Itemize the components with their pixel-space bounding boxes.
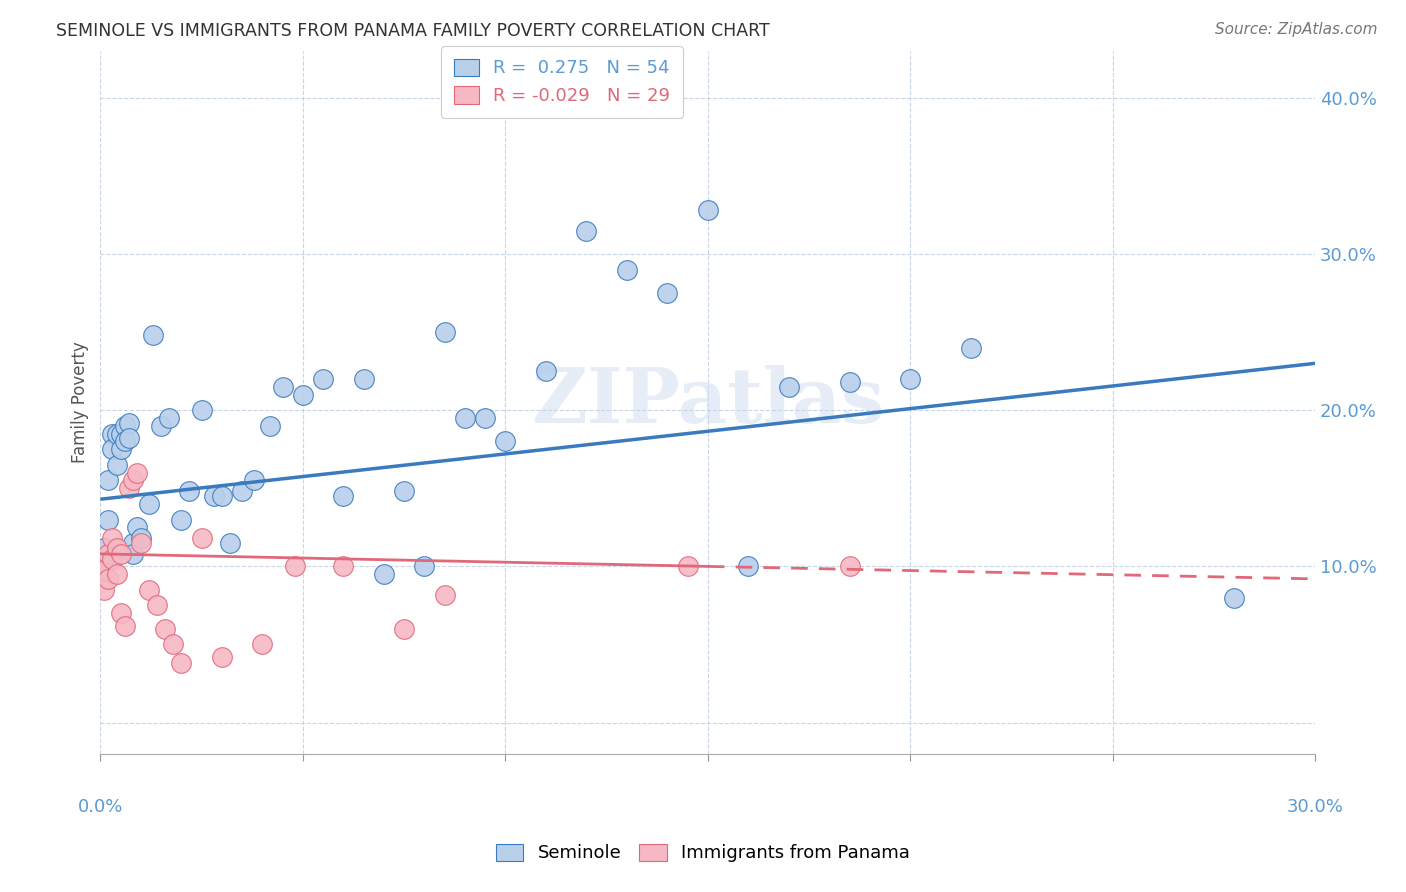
Point [101, 442, 124, 457]
Point [454, 411, 477, 425]
Point [838, 375, 860, 389]
Point [170, 657, 193, 671]
Point [157, 411, 180, 425]
Legend: Seminole, Immigrants from Panama: Seminole, Immigrants from Panama [489, 837, 917, 870]
Point [138, 497, 160, 511]
Text: SEMINOLE VS IMMIGRANTS FROM PANAMA FAMILY POVERTY CORRELATION CHART: SEMINOLE VS IMMIGRANTS FROM PANAMA FAMIL… [56, 22, 770, 40]
Point [676, 559, 699, 574]
Point [142, 328, 165, 343]
Point [898, 372, 921, 386]
Point [138, 582, 160, 597]
Point [353, 372, 375, 386]
Text: Source: ZipAtlas.com: Source: ZipAtlas.com [1215, 22, 1378, 37]
Point [153, 622, 176, 636]
Point [121, 547, 143, 561]
Point [243, 474, 266, 488]
Point [110, 606, 132, 620]
Point [778, 380, 800, 394]
Point [616, 262, 638, 277]
Point [97, 474, 120, 488]
Point [433, 325, 456, 339]
Point [252, 638, 274, 652]
Point [105, 541, 128, 555]
Point [190, 531, 212, 545]
Point [129, 536, 152, 550]
Point [101, 426, 124, 441]
Point [696, 203, 718, 218]
Point [211, 650, 233, 665]
Point [433, 587, 456, 601]
Point [114, 619, 136, 633]
Point [162, 638, 184, 652]
Point [93, 582, 115, 597]
Point [105, 567, 128, 582]
Point [190, 403, 212, 417]
Point [332, 489, 354, 503]
Y-axis label: Family Poverty: Family Poverty [72, 342, 89, 463]
Point [271, 380, 294, 394]
Point [373, 567, 395, 582]
Point [494, 434, 516, 449]
Point [110, 442, 132, 457]
Legend: R =  0.275   N = 54, R = -0.029   N = 29: R = 0.275 N = 54, R = -0.029 N = 29 [441, 45, 683, 118]
Point [93, 562, 115, 576]
Point [150, 418, 173, 433]
Point [259, 418, 281, 433]
Point [575, 223, 598, 237]
Point [231, 484, 253, 499]
Point [332, 559, 354, 574]
Point [392, 484, 415, 499]
Point [146, 599, 169, 613]
Text: ZIPatlas: ZIPatlas [531, 366, 884, 440]
Point [93, 541, 115, 555]
Point [105, 426, 128, 441]
Point [392, 622, 415, 636]
Point [121, 474, 143, 488]
Point [657, 286, 679, 301]
Point [838, 559, 860, 574]
Point [170, 512, 193, 526]
Point [312, 372, 335, 386]
Point [129, 531, 152, 545]
Point [291, 387, 314, 401]
Point [474, 411, 496, 425]
Point [118, 431, 141, 445]
Point [110, 547, 132, 561]
Point [105, 458, 128, 472]
Point [284, 559, 307, 574]
Point [118, 416, 141, 430]
Point [960, 341, 983, 355]
Point [121, 536, 143, 550]
Point [118, 481, 141, 495]
Text: 30.0%: 30.0% [1286, 797, 1344, 815]
Point [211, 489, 233, 503]
Point [1223, 591, 1246, 605]
Text: 0.0%: 0.0% [77, 797, 124, 815]
Point [125, 466, 148, 480]
Point [114, 418, 136, 433]
Point [114, 434, 136, 449]
Point [219, 536, 242, 550]
Point [110, 426, 132, 441]
Point [179, 484, 201, 499]
Point [97, 572, 120, 586]
Point [125, 520, 148, 534]
Point [97, 512, 120, 526]
Point [93, 562, 115, 576]
Point [202, 489, 225, 503]
Point [97, 547, 120, 561]
Point [737, 559, 759, 574]
Point [101, 531, 124, 545]
Point [534, 364, 557, 378]
Point [101, 551, 124, 566]
Point [413, 559, 436, 574]
